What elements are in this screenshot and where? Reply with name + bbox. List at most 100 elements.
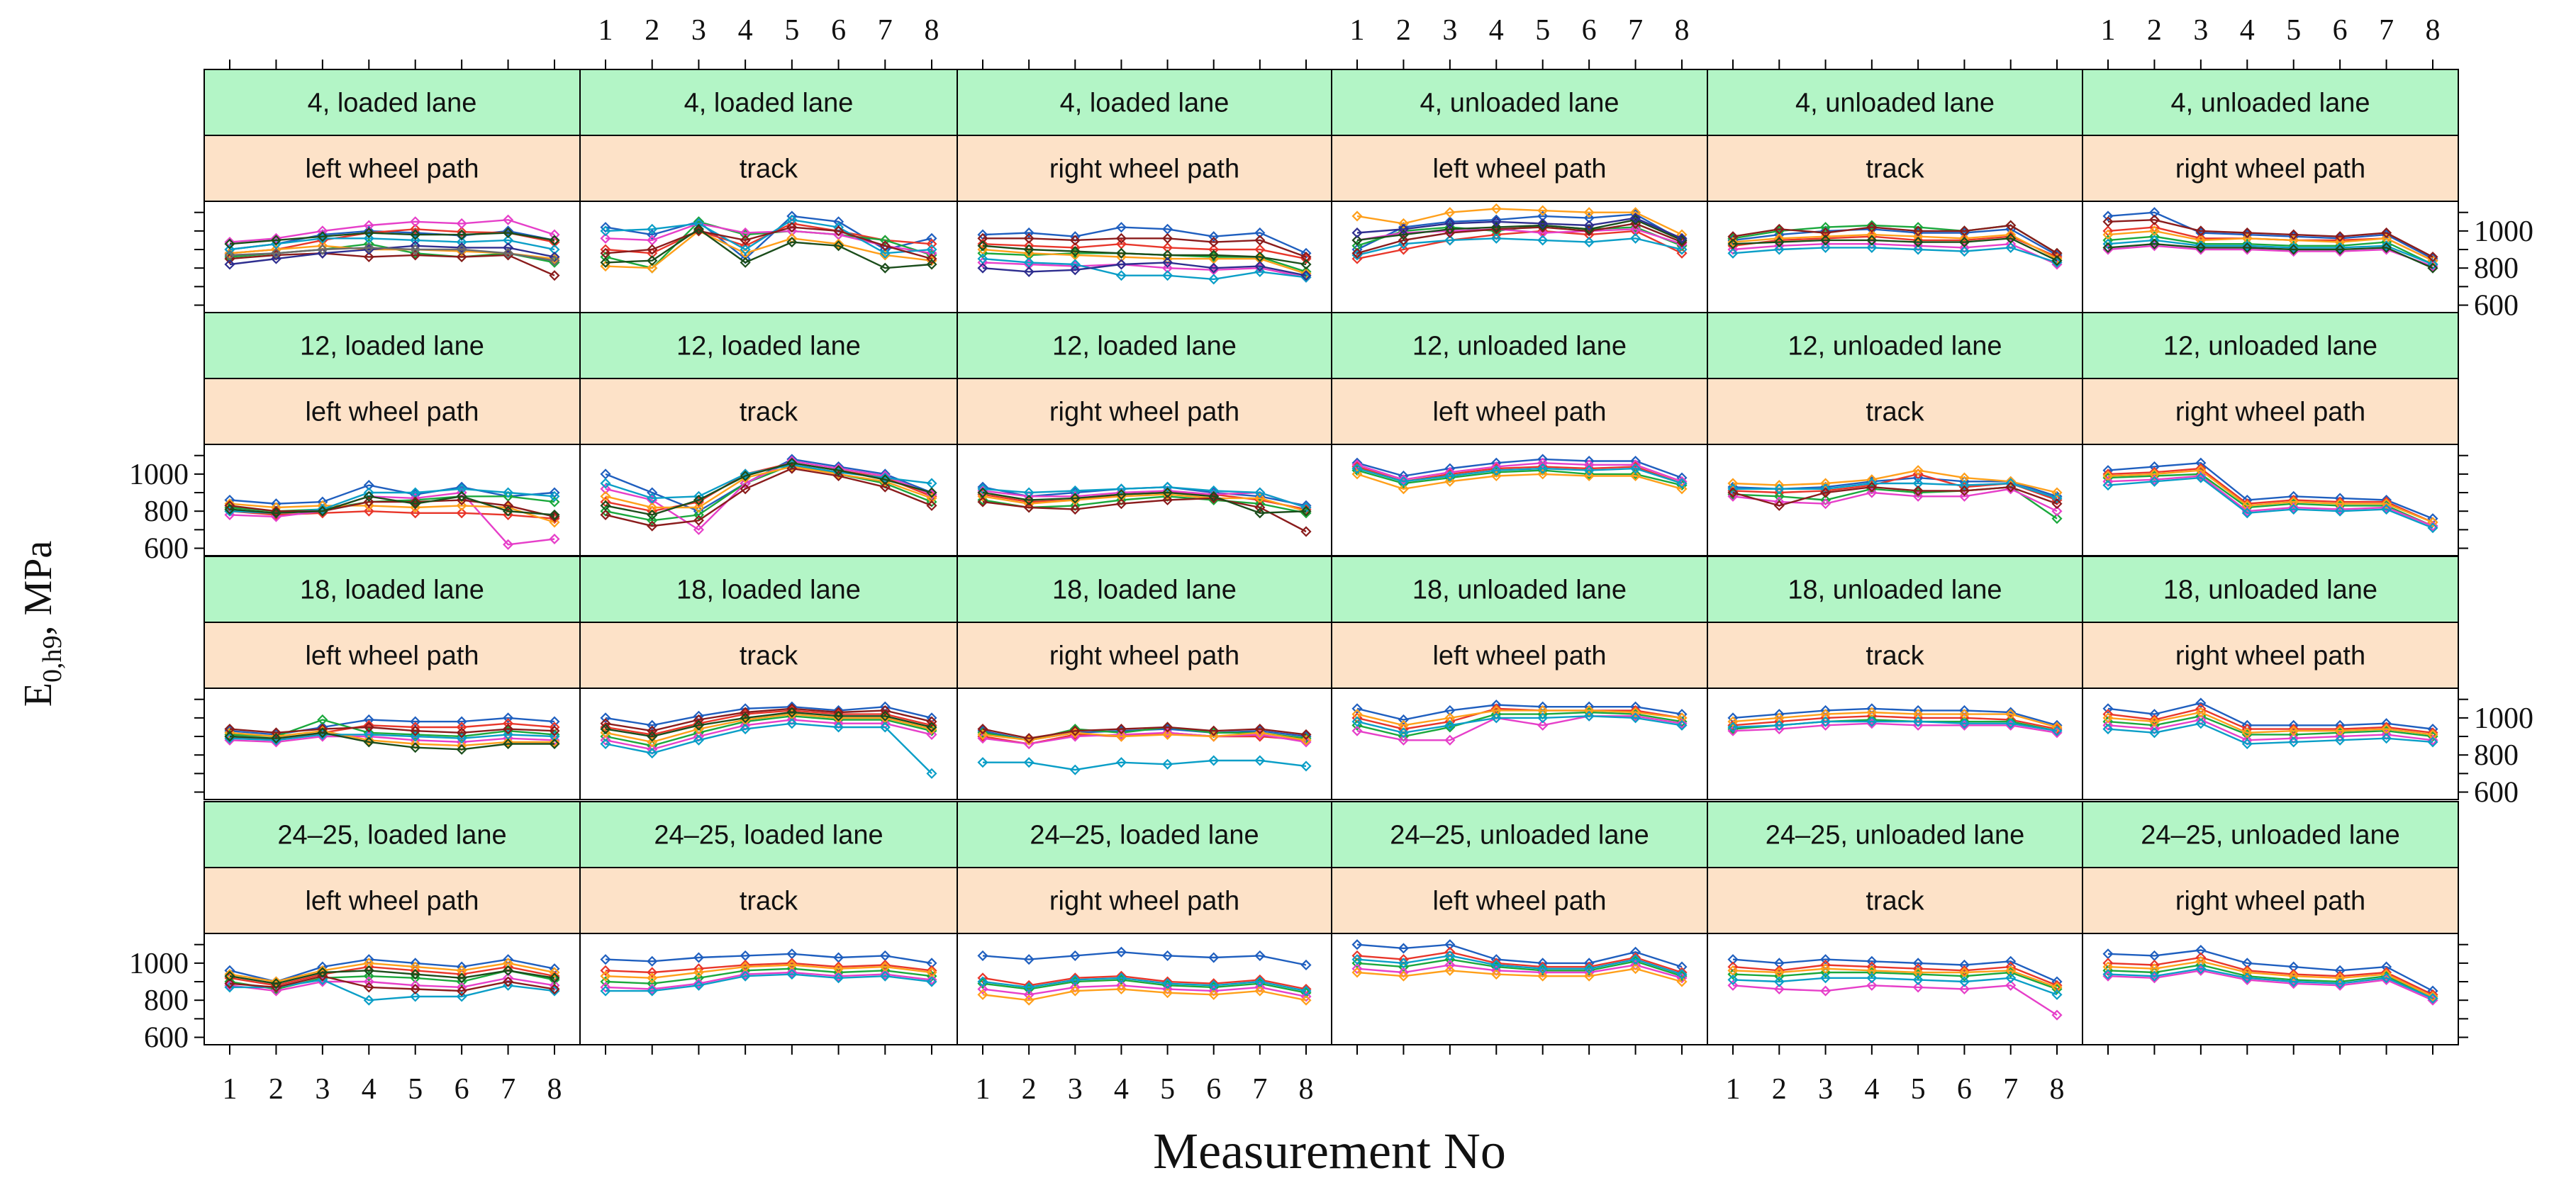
series-point xyxy=(693,967,704,978)
series-point xyxy=(1398,943,1409,954)
series-point xyxy=(1069,950,1081,961)
series-point xyxy=(1351,247,1363,259)
x-tick-label-top: 4 xyxy=(2240,14,2255,47)
strip-path-bg xyxy=(1331,378,1708,445)
series-point xyxy=(1958,485,1970,496)
series-point xyxy=(1912,709,1924,720)
series-point xyxy=(1958,967,1970,978)
series-point xyxy=(1676,244,1688,255)
series-line xyxy=(2107,702,2433,730)
series-point xyxy=(1300,761,1312,772)
series-point xyxy=(2195,472,2207,483)
series-point xyxy=(270,247,281,259)
series-line xyxy=(1732,233,2058,260)
series-point xyxy=(1208,262,1220,274)
series-point xyxy=(1398,970,1409,982)
series-point xyxy=(1398,958,1409,969)
series-line xyxy=(982,491,1307,515)
strip-path-label: left wheel path xyxy=(1432,398,1606,427)
series-point xyxy=(224,500,235,511)
series-point xyxy=(1208,237,1220,248)
series-point xyxy=(2427,729,2438,740)
series-point xyxy=(2241,507,2253,519)
y-axis-title-base: E xyxy=(16,683,60,707)
series-point xyxy=(1162,950,1173,961)
series-point xyxy=(2381,725,2392,736)
series-point xyxy=(1069,504,1081,515)
series-point xyxy=(1115,498,1127,510)
x-tick-label-top: 6 xyxy=(831,14,846,47)
series-point xyxy=(1254,261,1266,272)
series-point xyxy=(1583,237,1595,248)
series-point xyxy=(1583,710,1595,722)
series-point xyxy=(977,950,988,961)
series-point xyxy=(2334,727,2346,739)
strip-path-label: right wheel path xyxy=(1049,155,1239,184)
y-tick-label-left: 1000 xyxy=(129,948,189,980)
series-point xyxy=(549,738,560,750)
strip-lane-label: 12, loaded lane xyxy=(1052,332,1237,361)
strip-path-label: track xyxy=(1866,887,1924,916)
series-point xyxy=(1490,705,1502,716)
plot-area xyxy=(1707,201,2083,313)
series-point xyxy=(2288,733,2299,744)
series-point xyxy=(926,244,937,255)
series-line xyxy=(982,242,1307,260)
series-point xyxy=(363,994,374,1006)
series-point xyxy=(410,972,421,984)
strip-path-bg xyxy=(2082,867,2459,934)
series-point xyxy=(1490,465,1502,476)
series-point xyxy=(1820,959,1831,971)
strip-lane-bg xyxy=(1707,312,2083,379)
series-point xyxy=(1630,459,1641,471)
series-point xyxy=(1444,734,1456,746)
series-point xyxy=(363,251,374,263)
x-tick-label-top: 2 xyxy=(1396,14,1411,47)
series-line xyxy=(982,262,1307,276)
series-point xyxy=(2148,238,2160,249)
series-point xyxy=(2005,707,2017,718)
series-point xyxy=(1958,481,1970,493)
series-point xyxy=(647,235,658,246)
series-point xyxy=(270,985,281,997)
strip-lane-bg xyxy=(2082,556,2459,623)
strip-path-bg xyxy=(579,378,958,445)
series-point xyxy=(224,980,235,991)
series-point xyxy=(1912,719,1924,731)
series-line xyxy=(982,226,1307,254)
series-point xyxy=(1773,237,1785,248)
series-line xyxy=(605,218,932,254)
series-line xyxy=(1356,715,1683,741)
series-point xyxy=(1023,954,1035,965)
series-line xyxy=(229,965,555,987)
series-point xyxy=(2381,972,2392,984)
series-point xyxy=(2334,244,2346,255)
series-line xyxy=(1356,208,1683,236)
series-point xyxy=(693,515,704,526)
series-line xyxy=(2107,956,2433,996)
series-line xyxy=(605,226,932,260)
series-point xyxy=(1351,954,1363,965)
series-line xyxy=(1732,247,2058,264)
series-point xyxy=(833,952,844,963)
series-line xyxy=(605,709,932,736)
series-point xyxy=(1444,950,1456,961)
series-point xyxy=(977,757,988,768)
series-point xyxy=(1537,235,1549,246)
series-point xyxy=(740,235,751,246)
series-line xyxy=(229,499,555,518)
series-point xyxy=(1351,459,1363,471)
series-point xyxy=(224,731,235,742)
series-line xyxy=(2107,715,2433,738)
series-point xyxy=(1727,238,1739,249)
series-point xyxy=(1727,240,1739,252)
series-point xyxy=(1208,952,1220,963)
series-point xyxy=(1115,946,1127,958)
series-line xyxy=(605,953,932,965)
series-line xyxy=(1356,958,1683,977)
series-point xyxy=(647,748,658,759)
series-point xyxy=(740,961,751,972)
series-point xyxy=(1537,465,1549,476)
series-point xyxy=(503,235,514,246)
series-line xyxy=(982,257,1307,281)
